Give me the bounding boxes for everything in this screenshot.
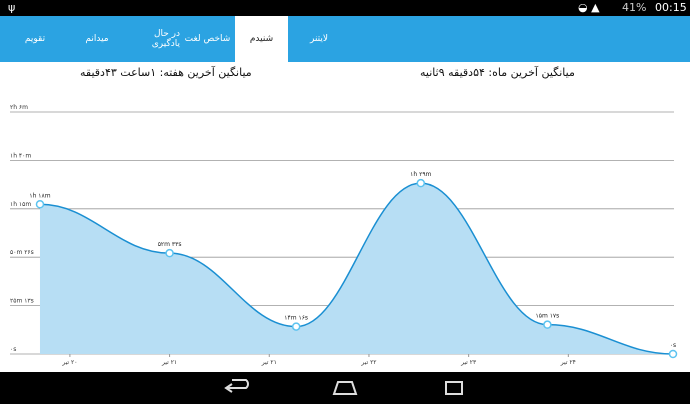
y-tick-label: ۱h ۴۰m	[10, 152, 31, 159]
week-average: میانگین آخرین هفته: ۱ساعت ۴۳دقیقه	[80, 66, 252, 79]
home-button[interactable]	[332, 381, 358, 395]
y-tick-label: ۲h ۶m	[10, 104, 28, 111]
area-fill	[39, 183, 674, 354]
value-label: ۱۴m ۱۶s	[284, 315, 308, 322]
data-point	[543, 320, 552, 329]
y-tick-label: ۱h ۱۵m	[10, 201, 31, 208]
nav-icons	[224, 379, 463, 395]
recents-button[interactable]	[445, 381, 463, 395]
value-label: ۵۲m ۳۳s	[158, 241, 182, 248]
x-tick-label: ۲۱ تیر	[261, 359, 277, 366]
data-point	[668, 349, 678, 359]
signal-icons: ◒ ▲	[578, 1, 600, 14]
back-button[interactable]	[224, 379, 249, 393]
y-tick-label: ۵۰m ۲۶s	[10, 249, 34, 256]
x-tick-label: ۲۴ تیر	[560, 359, 576, 366]
tab[interactable]: میدانم	[85, 34, 109, 44]
month-average: میانگین آخرین ماه: ۵۴دقیقه ۹ثانیه	[420, 66, 575, 79]
value-label: ۰s	[670, 342, 676, 349]
tab[interactable]: شنیدم	[235, 16, 288, 62]
tab[interactable]: لایتنر	[309, 34, 329, 44]
data-point	[416, 178, 426, 188]
data-point	[165, 248, 174, 258]
value-label: ۱h ۱۸m	[29, 192, 50, 199]
value-label: ۱۵m ۱۷s	[536, 313, 560, 320]
data-point	[35, 200, 45, 209]
chart: ۰s ۲۵m ۱۳s ۵۰m ۲۶s ۱h ۱۵m ۱h ۴۰m ۲h ۶m ۲۰ تیر ۲…	[10, 104, 678, 366]
tab-bar: تقویم میدانم در حال یادگیری شاخص لغت شنی…	[0, 16, 690, 62]
status-bar: ψ ◒ ▲ 41% 00:15	[0, 0, 690, 16]
x-tick-label: ۲۱ تیر	[161, 359, 177, 366]
battery: 41%	[622, 1, 647, 14]
usb-icon: ψ	[8, 1, 16, 14]
nav-bar	[0, 372, 690, 404]
y-tick-label: ۲۵m ۱۳s	[10, 298, 34, 305]
data-point	[291, 322, 301, 331]
tab[interactable]: تقویم	[24, 34, 46, 44]
tab[interactable]: شاخص لغت	[184, 34, 231, 44]
x-tick-label: ۲۰ تیر	[61, 359, 77, 366]
y-tick-label: ۰s	[10, 346, 16, 353]
value-label: ۱h ۲۹m	[410, 171, 431, 178]
x-tick-label: ۲۳ تیر	[460, 359, 477, 366]
clock: 00:15	[655, 1, 687, 14]
x-tick-label: ۲۲ تیر	[360, 359, 376, 366]
tab[interactable]: در حال یادگیری	[151, 29, 180, 49]
